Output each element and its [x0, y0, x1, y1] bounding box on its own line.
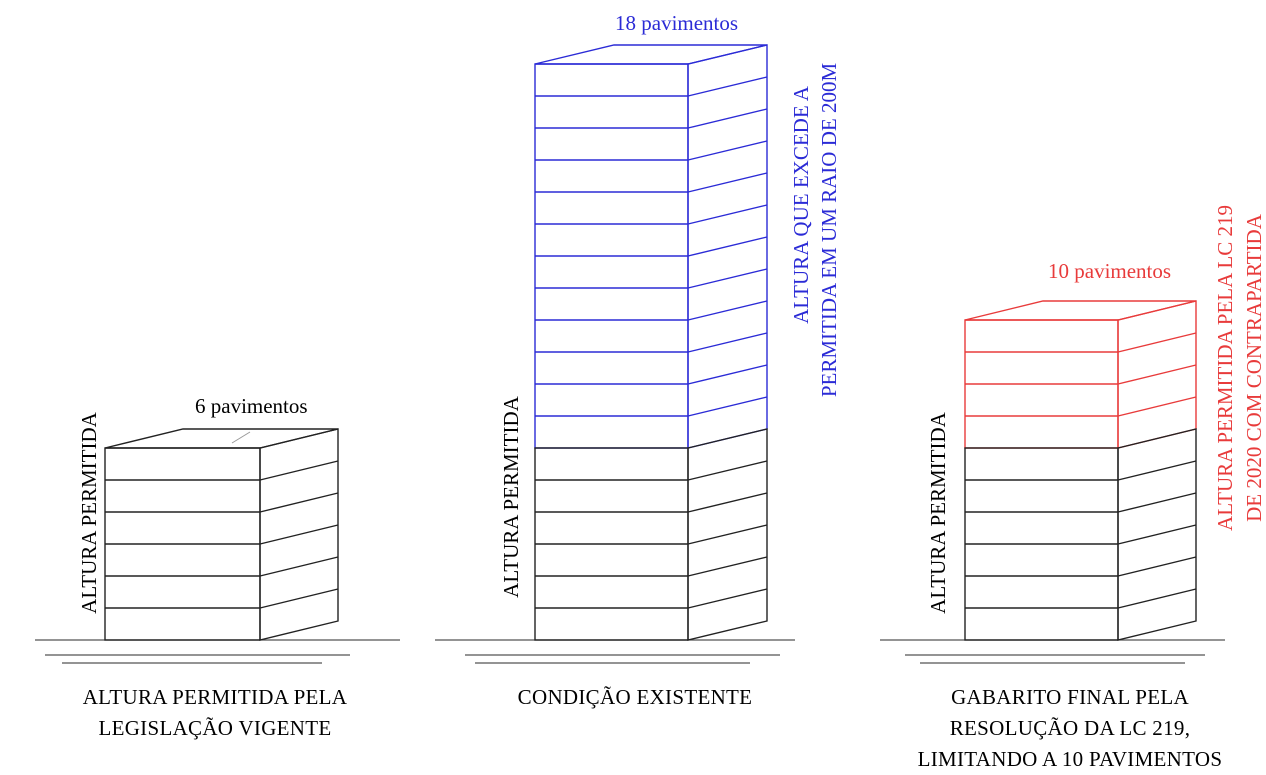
panel-current-legislation: 6 pavimentos ALTURA PERMITIDA	[35, 394, 400, 664]
label-leader-line	[231, 431, 251, 444]
floors-count-label: 6 pavimentos	[195, 394, 308, 418]
allowed-height-label: ALTURA PERMITIDA	[926, 411, 950, 613]
floor-line-side	[687, 172, 768, 193]
caption-existing-condition: CONDIÇÃO EXISTENTE	[455, 682, 815, 713]
floor-line-side	[687, 140, 768, 161]
building-existing-floors	[534, 428, 768, 641]
floor-line-side	[687, 396, 768, 417]
floor-line-side	[259, 460, 339, 481]
floor-line-side	[1117, 524, 1197, 545]
floor-line-side	[687, 332, 768, 353]
floor-line-side	[687, 556, 768, 577]
caption-line: LEGISLAÇÃO VIGENTE	[98, 716, 332, 740]
floor-line-side	[687, 492, 768, 513]
floor-line-side	[687, 204, 768, 225]
building-additional-floors	[964, 300, 1197, 449]
lc219-height-label: ALTURA PERMITIDA PELA LC 219	[1213, 205, 1237, 531]
floor-line-side	[259, 524, 339, 545]
caption-line: RESOLUÇÃO DA LC 219,	[949, 716, 1191, 740]
floor-line-side	[1117, 460, 1197, 481]
caption-line: ALTURA PERMITIDA PELA	[82, 685, 348, 709]
ground-lines	[435, 639, 795, 664]
building-excess-floors	[534, 44, 768, 449]
floor-line-side	[687, 460, 768, 481]
lc219-height-label: DE 2020 COM CONTRAPARTIDA	[1242, 213, 1266, 522]
floor-line-side	[687, 300, 768, 321]
floors-count-label: 10 pavimentos	[1048, 259, 1171, 283]
building-existing-floors	[964, 428, 1197, 641]
floor-line-side	[259, 556, 339, 577]
roof	[104, 428, 339, 449]
caption-line: GABARITO FINAL PELA	[951, 685, 1189, 709]
roof	[534, 44, 768, 65]
floor-line-side	[687, 588, 768, 609]
caption-current-legislation: ALTURA PERMITIDA PELA LEGISLAÇÃO VIGENTE	[40, 682, 390, 744]
floor-line-side	[1117, 588, 1197, 609]
floor-line-side	[1117, 364, 1197, 385]
floor-line-side	[687, 364, 768, 385]
ground-lines	[35, 639, 400, 664]
floor-line-side	[259, 588, 339, 609]
allowed-height-label: ALTURA PERMITIDA	[499, 395, 523, 597]
floor-line-side	[1117, 492, 1197, 513]
caption-final-gauge: GABARITO FINAL PELA RESOLUÇÃO DA LC 219,…	[900, 682, 1240, 775]
excess-height-label: PERMITIDA EM UM RAIO DE 200M	[817, 63, 841, 398]
floor-line-side	[1117, 556, 1197, 577]
floor-line-side	[1117, 396, 1197, 417]
floor-line-side	[687, 76, 768, 97]
floor-line-side	[259, 492, 339, 513]
panel-final-gauge: 10 pavimentos ALTURA PERMITIDA ALTURA PE…	[880, 205, 1266, 664]
panel-existing-condition: 18 pavimentos ALTURA PERMITIDA ALTURA QU…	[435, 11, 841, 664]
floors-count-label: 18 pavimentos	[615, 11, 738, 35]
floor-line-side	[687, 268, 768, 289]
caption-line: CONDIÇÃO EXISTENTE	[517, 685, 753, 709]
floor-line-side	[687, 524, 768, 545]
ground-lines	[880, 639, 1225, 664]
floor-line-side	[687, 108, 768, 129]
allowed-height-label: ALTURA PERMITIDA	[77, 411, 101, 613]
excess-height-label: ALTURA QUE EXCEDE A	[789, 85, 813, 324]
roof	[964, 300, 1197, 321]
floor-line-side	[687, 236, 768, 257]
building-existing-floors	[104, 428, 339, 641]
floor-line-side	[1117, 332, 1197, 353]
